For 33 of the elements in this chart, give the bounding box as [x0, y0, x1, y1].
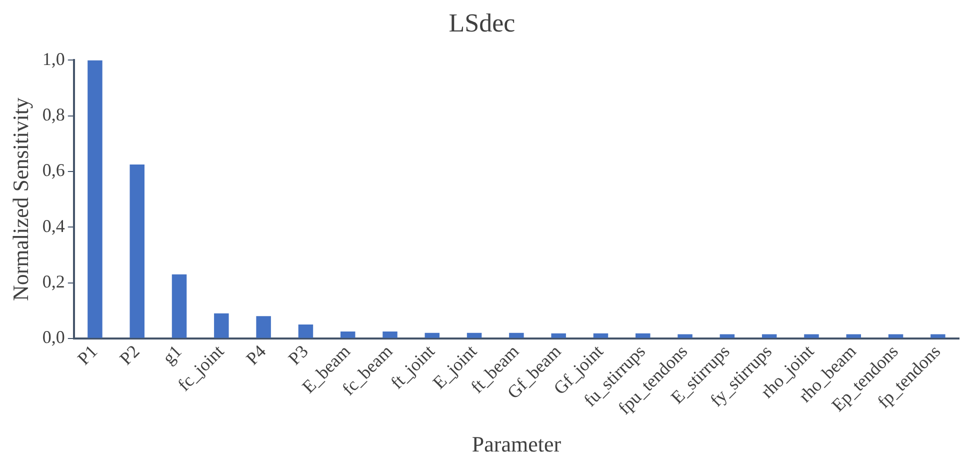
bar [551, 333, 566, 338]
x-axis-title: Parameter [472, 432, 562, 457]
bar [214, 313, 229, 338]
y-tick-label: 0,4 [42, 216, 65, 236]
bar [846, 334, 862, 338]
y-axis-title: Normalized Sensitivity [8, 98, 33, 302]
bar [172, 274, 187, 338]
x-tick-label: P2 [116, 341, 144, 369]
y-tick-label: 0,8 [42, 104, 65, 125]
x-tick-label: P4 [242, 341, 270, 369]
bar [509, 332, 524, 338]
y-tick-label: 0,2 [42, 271, 65, 292]
bar [130, 164, 144, 338]
bar [762, 334, 777, 338]
bar [804, 334, 819, 338]
bar [720, 334, 735, 338]
bar [466, 332, 482, 338]
bar [256, 316, 271, 338]
bar [930, 334, 946, 338]
y-tick-label: 0,6 [42, 160, 65, 180]
bar [424, 332, 440, 338]
bar [678, 334, 692, 338]
bar [636, 333, 650, 338]
bar [888, 334, 904, 338]
x-tick-label: P1 [74, 341, 102, 369]
y-tick-label: 0,0 [42, 327, 65, 348]
bar [382, 331, 398, 338]
bar [298, 324, 314, 338]
bar [593, 333, 608, 338]
bar [88, 60, 102, 338]
chart-title: LSdec [448, 8, 516, 38]
bar [340, 331, 356, 338]
y-tick-label: 1,0 [42, 48, 65, 69]
